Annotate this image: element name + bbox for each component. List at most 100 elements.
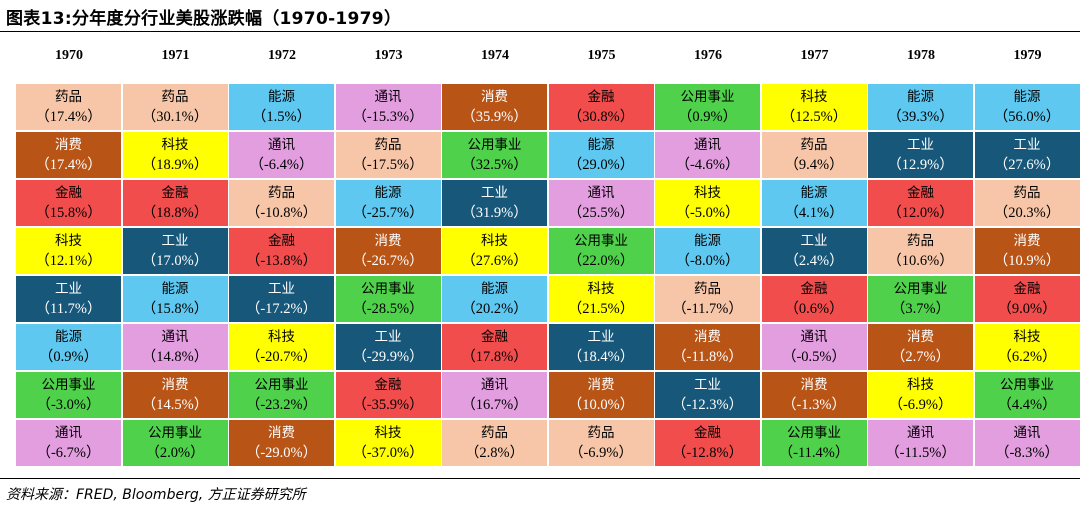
cell-1970-rank-4: 科技 （12.1%）: [16, 228, 121, 274]
return-label: （-6.4%）: [249, 157, 314, 173]
year-header-1975: 1975: [587, 48, 616, 63]
return-label: （30.1%）: [141, 109, 209, 125]
sector-label: 工业: [1013, 137, 1041, 153]
cell-1978-rank-2: 工业 （12.9%）: [868, 132, 973, 178]
sector-label: 能源: [1013, 89, 1041, 105]
sector-label: 科技: [55, 233, 82, 249]
sector-label: 公用事业: [787, 425, 841, 441]
cell-1979-rank-6: 科技 （6.2%）: [974, 324, 1080, 370]
year-header-1979: 1979: [1013, 48, 1042, 63]
sector-label: 公用事业: [467, 137, 522, 153]
sector-label: 通讯: [268, 137, 295, 153]
sector-label: 能源: [268, 89, 295, 105]
cell-1978-rank-7: 科技 （-6.9%）: [868, 372, 973, 418]
cell-1977-rank-7: 消费 （-1.3%）: [761, 372, 867, 418]
return-label: （-11.4%）: [778, 445, 850, 461]
cell-1972-rank-4: 金融 （-13.8%）: [229, 228, 334, 274]
return-label: （12.0%）: [887, 205, 954, 221]
sector-label: 药品: [55, 89, 82, 105]
year-header-1973: 1973: [374, 48, 403, 63]
return-label: （10.0%）: [567, 397, 635, 413]
cell-1977-rank-3: 能源 （4.1%）: [761, 180, 867, 226]
return-label: （18.4%）: [567, 349, 635, 365]
sector-label: 药品: [374, 137, 402, 153]
sector-label: 金融: [55, 185, 82, 201]
cell-1977-rank-2: 药品 （9.4%）: [761, 132, 867, 178]
sector-label: 能源: [587, 137, 615, 153]
return-label: （-4.6%）: [675, 157, 740, 173]
return-label: （17.4%）: [35, 157, 102, 173]
return-label: （17.0%）: [141, 253, 209, 269]
return-label: （22.0%）: [567, 253, 635, 269]
return-label: （14.8%）: [141, 349, 209, 365]
sector-label: 能源: [800, 185, 828, 201]
return-label: （2.8%）: [464, 445, 525, 461]
cell-1978-rank-1: 能源 （39.3%）: [868, 84, 973, 130]
return-label: （-15.3%）: [352, 109, 424, 125]
cell-1973-rank-6: 工业 （-29.9%）: [335, 324, 441, 370]
sector-label: 科技: [268, 329, 295, 345]
cell-1975-rank-5: 科技 （21.5%）: [548, 276, 654, 322]
return-label: （21.5%）: [567, 301, 635, 317]
cell-1970-rank-2: 消费 （17.4%）: [16, 132, 121, 178]
cell-1977-rank-1: 科技 （12.5%）: [761, 84, 867, 130]
return-label: （18.9%）: [141, 157, 209, 173]
sector-label: 能源: [55, 329, 82, 345]
cell-1977-rank-5: 金融 （0.6%）: [761, 276, 867, 322]
return-label: （12.1%）: [35, 253, 102, 269]
cell-1973-rank-4: 消费 （-26.7%）: [335, 228, 441, 274]
sector-label: 能源: [374, 185, 402, 201]
return-label: （20.3%）: [993, 205, 1061, 221]
sector-label: 药品: [1013, 185, 1041, 201]
return-label: （20.2%）: [461, 301, 528, 317]
sector-label: 能源: [481, 281, 508, 297]
cell-1970-rank-8: 通讯 （-6.7%）: [16, 420, 121, 466]
return-label: （17.8%）: [461, 349, 528, 365]
cell-1975-rank-7: 消费 （10.0%）: [548, 372, 654, 418]
sector-label: 消费: [800, 377, 828, 393]
sector-label: 药品: [268, 185, 295, 201]
cell-1972-rank-5: 工业 （-17.2%）: [229, 276, 334, 322]
return-label: （9.4%）: [784, 157, 844, 173]
cell-1971-rank-7: 消费 （14.5%）: [122, 372, 228, 418]
sector-label: 工业: [907, 137, 934, 153]
sector-label: 通讯: [55, 425, 82, 441]
cell-1974-rank-5: 能源 （20.2%）: [442, 276, 547, 322]
sector-label: 科技: [694, 185, 721, 201]
sector-label: 能源: [907, 89, 934, 105]
return-label: （-13.8%）: [245, 253, 318, 269]
sector-label: 金融: [587, 89, 615, 105]
sector-label: 消费: [268, 425, 295, 441]
return-label: （-3.0%）: [36, 397, 101, 413]
cell-1978-rank-3: 金融 （12.0%）: [868, 180, 973, 226]
cell-1974-rank-2: 公用事业 （32.5%）: [442, 132, 547, 178]
return-label: （-37.0%）: [352, 445, 424, 461]
sector-label: 公用事业: [254, 377, 309, 393]
sector-label: 消费: [55, 137, 82, 153]
cell-1973-rank-7: 金融 （-35.9%）: [335, 372, 441, 418]
sector-label: 消费: [587, 377, 615, 393]
return-label: （-6.9%）: [888, 397, 953, 413]
return-label: （56.0%）: [993, 109, 1061, 125]
return-label: （27.6%）: [993, 157, 1061, 173]
sector-label: 工业: [374, 329, 402, 345]
return-label: （-6.9%）: [568, 445, 634, 461]
cell-1977-rank-4: 工业 （2.4%）: [761, 228, 867, 274]
sector-label: 通讯: [161, 329, 189, 345]
source-rule: [0, 478, 1080, 479]
cell-1975-rank-4: 公用事业 （22.0%）: [548, 228, 654, 274]
sector-label: 工业: [800, 233, 828, 249]
sector-label: 科技: [161, 137, 189, 153]
sector-label: 通讯: [1013, 425, 1041, 441]
year-header-1970: 1970: [55, 48, 83, 63]
cell-1972-rank-1: 能源 （1.5%）: [229, 84, 334, 130]
cell-1971-rank-5: 能源 （15.8%）: [122, 276, 228, 322]
return-label: （-11.5%）: [885, 445, 956, 461]
sector-label: 金融: [268, 233, 295, 249]
cell-1973-rank-3: 能源 （-25.7%）: [335, 180, 441, 226]
cell-1971-rank-3: 金融 （18.8%）: [122, 180, 228, 226]
return-label: （0.6%）: [784, 301, 844, 317]
return-label: （-35.9%）: [352, 397, 424, 413]
return-label: （4.1%）: [784, 205, 844, 221]
cell-1973-rank-2: 药品 （-17.5%）: [335, 132, 441, 178]
